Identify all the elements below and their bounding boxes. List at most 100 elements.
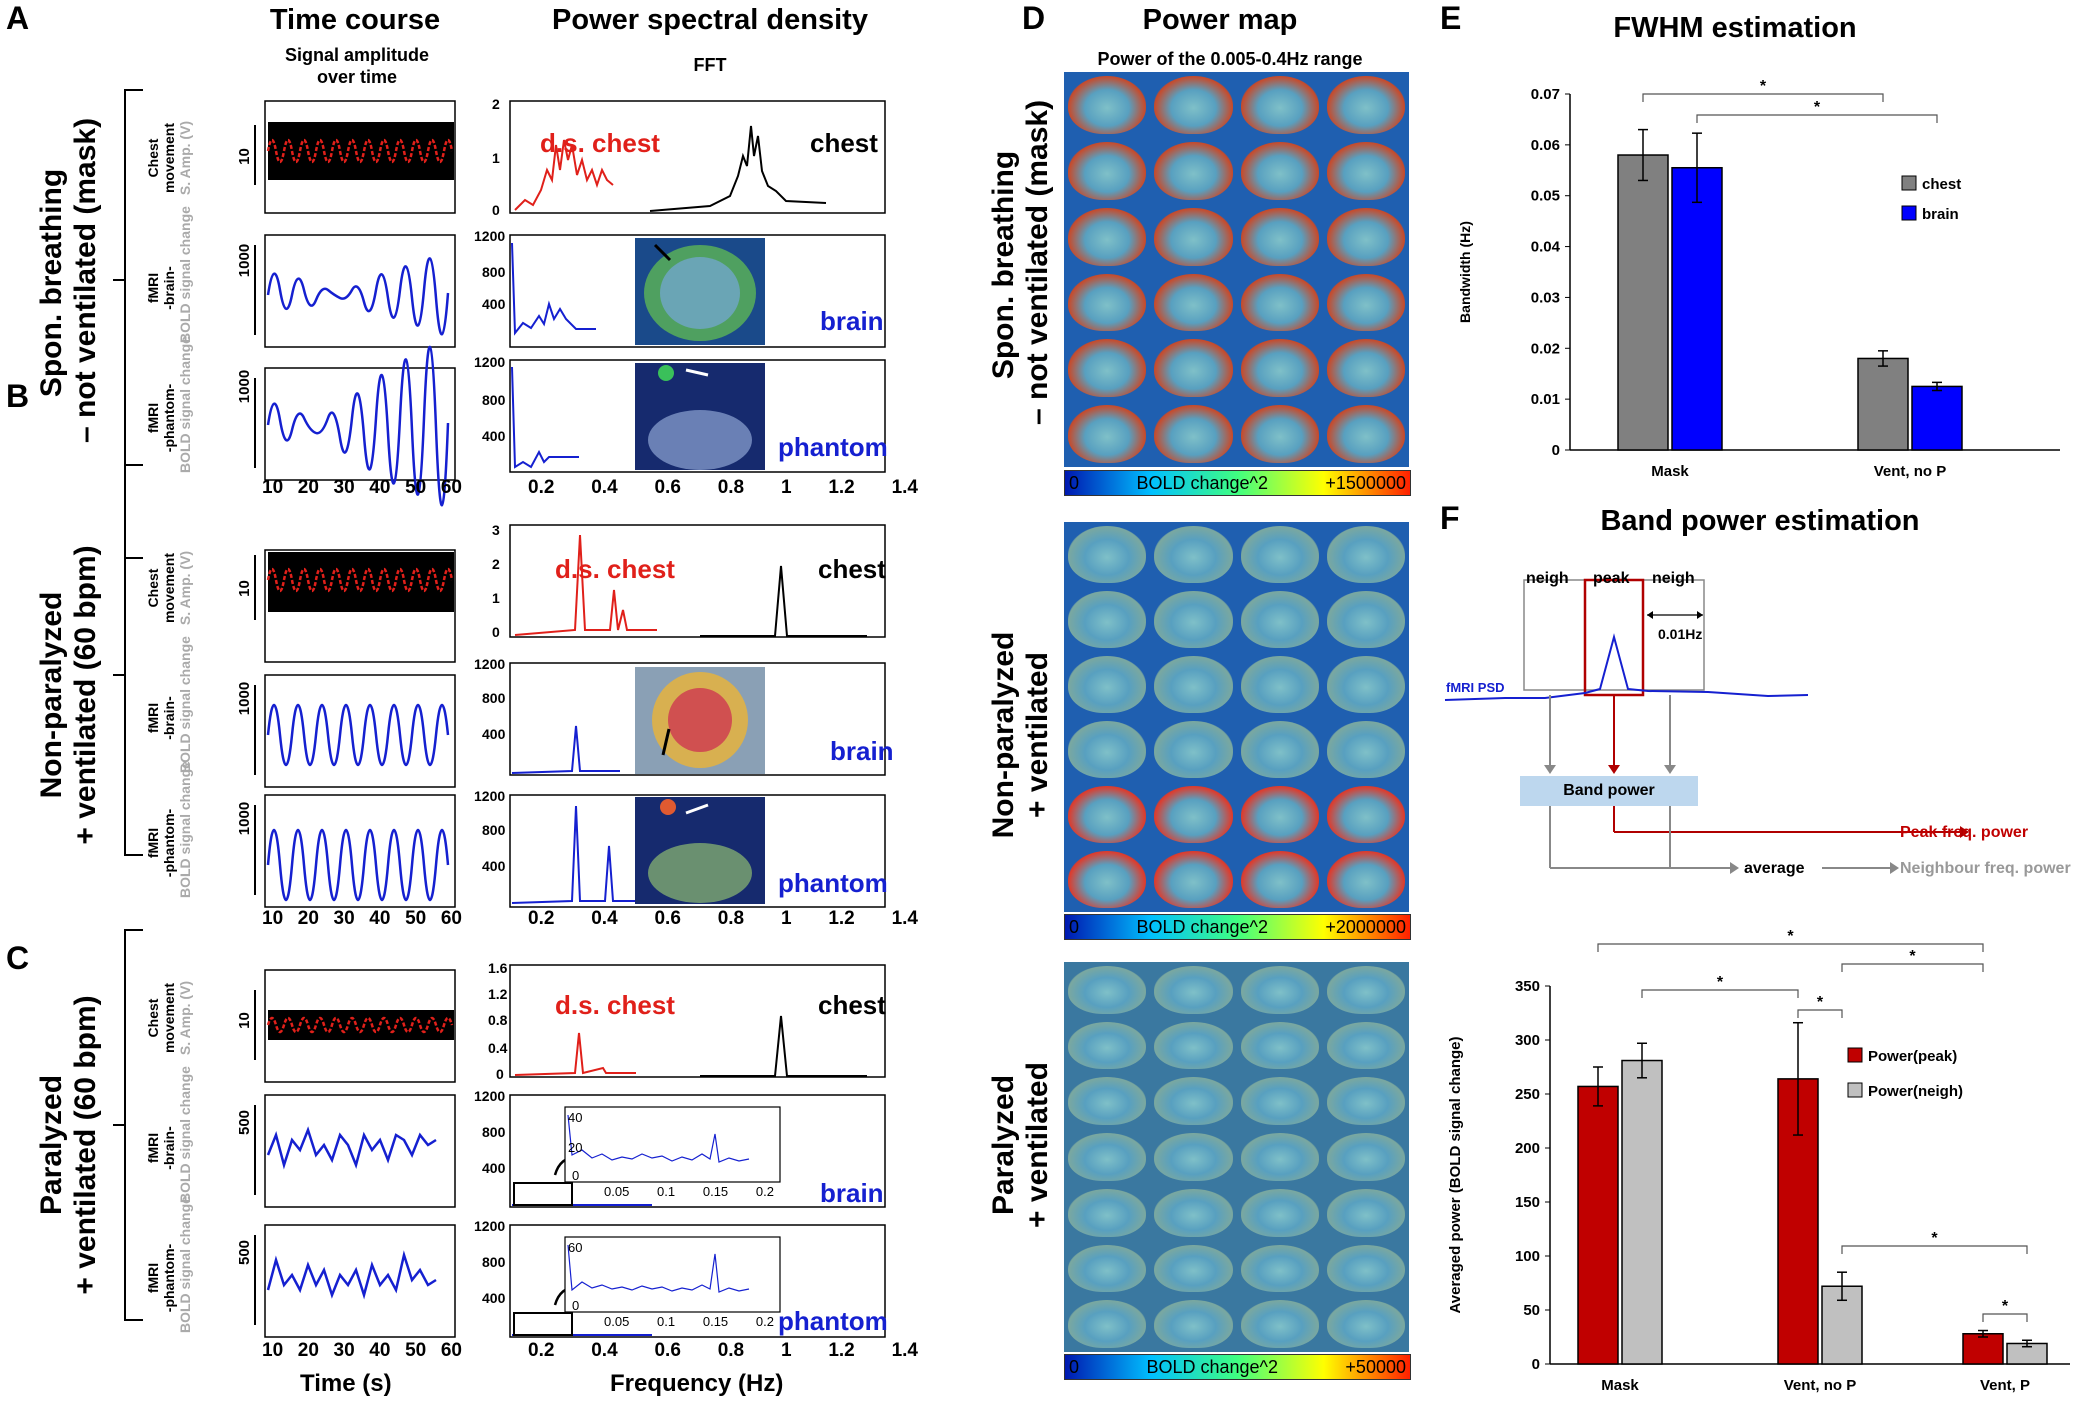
significance-star: * [2002,1298,2009,1315]
phantom-label-b: phantom [778,868,888,898]
brain-slice [1068,1300,1147,1348]
fwhm-chart: 0 0.01 0.02 0.03 0.04 0.05 0.06 0.07 Bandwidth (… [1457,78,2060,480]
significance-star: * [1717,974,1724,991]
brain-slice [1240,786,1319,843]
row-label-line: -brain- [161,266,177,310]
y-tick-label: 100 [1515,1248,1540,1265]
psd-a-brain-y1: 800 [482,264,506,280]
legend-label: Power(peak) [1868,1048,1957,1065]
freq-tick: 1.2 [828,1340,855,1361]
brain-slice [1326,339,1405,398]
significance-bracket [1982,1313,2028,1322]
y-axis-label: Bandwidth (Hz) [1457,221,1473,323]
psd-c-brain-y1: 800 [482,1124,506,1140]
time-tick: 50 [405,477,427,498]
peak-freq-power-label: Peak freq. power [1900,824,2029,841]
time-tick: 50 [405,908,427,929]
brain-slice [1068,591,1147,648]
amp-a-chest: 10 [235,148,253,165]
brain-slice [1326,851,1405,908]
colorbar-b-label: BOLD change^2 [1136,916,1268,937]
row-label-line: Chest [145,138,161,178]
condition-c-line1: Paralyzed [35,1074,68,1216]
brain-slice [1154,721,1233,778]
psd-b-chest-y0: 0 [492,624,500,640]
row-label-line: fMRI [145,827,161,859]
brain-label-a: brain [820,306,884,336]
brain-slice [1326,1021,1405,1070]
brain-slice [1154,656,1233,713]
brain-slice [1154,207,1233,266]
amp-b-brain: 1000 [236,681,254,716]
phantom-label-a: phantom [778,432,888,462]
freq-ticks-c: 0.2 0.4 0.6 0.8 1 1.2 1.4 [528,1340,918,1362]
row-label-line: Chest [145,998,161,1038]
psd-b-brain-y2: 1200 [474,656,506,672]
colorbar-b: 0 BOLD change^2 +2000000 [1064,914,1411,940]
brain-slice [1240,76,1319,134]
significance-star: * [1814,99,1821,116]
brain-slice [1068,76,1147,134]
freq-tick: 0.6 [654,1340,681,1361]
brain-slice [1068,966,1147,1014]
significance-bracket [1841,1245,2028,1254]
brain-slice [1154,966,1233,1014]
freq-tick: 0.8 [717,1340,745,1361]
psd-a-phantom-y1: 800 [482,392,506,408]
freq-tick: 0.2 [528,1340,555,1361]
brain-slice [1240,1300,1319,1348]
psd-b-phantom-y1: 800 [482,822,506,838]
brain-slice [1240,405,1319,463]
brain-slice [1154,1300,1233,1348]
peak-label: peak [1593,570,1630,587]
freq-tick: 0.2 [528,908,555,929]
legend-label: chest [1922,176,1961,193]
psd-header: Power spectral density [552,4,868,36]
freq-width-label: 0.01Hz [1658,626,1703,642]
brain-slice [1240,526,1319,583]
psd-plots [509,100,886,1338]
colorbar-c-min: 0 [1069,1356,1080,1377]
fmri-psd-label: fMRI PSD [1446,680,1505,695]
panel-label-d: D [1022,0,1046,36]
brain-slice [1326,786,1405,843]
brain-slice [1154,76,1233,134]
band-schematic [1444,578,1969,874]
legend-swatch [1847,1082,1863,1098]
amp-a-brain: 1000 [236,243,254,278]
d-condition-c-line2: + ventilated [1021,1062,1054,1228]
inset-tick: 0.05 [604,1184,630,1199]
psd-a-chest-y0: 0 [492,202,500,218]
y-tick-label: 0.02 [1531,340,1560,357]
brain-slice [1068,273,1147,332]
brain-slice [1068,339,1147,398]
y-tick-label: 150 [1515,1194,1540,1211]
time-tick: 30 [333,1340,355,1361]
freq-tick: 1.2 [828,908,855,929]
y-tick-label: 250 [1515,1086,1540,1103]
brain-slice [1326,721,1405,778]
significance-star: * [1931,1230,1938,1247]
brain-slice [1154,273,1233,332]
time-tick: 10 [262,477,284,498]
inset-phantom-y1: 60 [568,1240,583,1255]
row-label-line: fMRI [145,702,161,734]
freq-tick: 0.8 [717,908,745,929]
time-tick: 30 [333,908,355,929]
power-map-grid [1064,72,1409,467]
bar [1962,1333,2004,1365]
significance-bracket [1696,114,1938,123]
psd-b-brain-y0: 400 [482,726,506,742]
freq-tick: 0.4 [591,1340,618,1361]
freq-tick: 0.2 [528,477,555,498]
amp-c-chest: 10 [235,1012,253,1029]
psd-c-phantom-y2: 1200 [474,1218,506,1234]
time-tick: 20 [297,477,319,498]
brain-slice [1154,786,1233,843]
colorbar-b-max: +2000000 [1325,916,1406,937]
brain-slice [1240,1021,1319,1070]
neigh-right-label: neigh [1652,570,1695,587]
brain-slice [1326,1300,1405,1348]
freq-tick: 0.8 [717,477,745,498]
psd-b-phantom-y0: 400 [482,858,506,874]
